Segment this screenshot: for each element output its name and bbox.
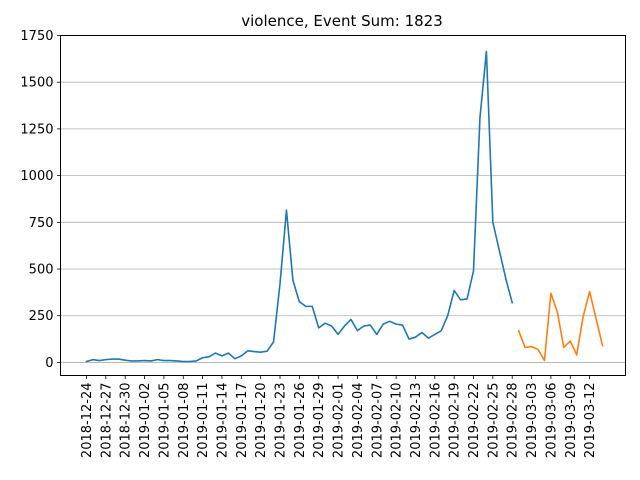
x-tick-label: 2018-12-24 bbox=[80, 383, 95, 459]
x-tick-label: 2019-01-26 bbox=[293, 383, 308, 459]
x-tick-label: 2019-01-23 bbox=[274, 383, 289, 459]
x-tick-label: 2019-02-10 bbox=[390, 383, 405, 459]
x-tick-label: 2019-01-02 bbox=[138, 383, 153, 459]
y-tick-label: 250 bbox=[29, 309, 54, 324]
chart-title: violence, Event Sum: 1823 bbox=[241, 12, 443, 30]
series-lines bbox=[85, 50, 604, 363]
y-tick-label: 1000 bbox=[20, 169, 53, 184]
x-tick-label: 2019-03-06 bbox=[544, 383, 559, 459]
x-tick-label: 2019-02-04 bbox=[351, 383, 366, 459]
x-tick-label: 2019-01-20 bbox=[254, 383, 269, 459]
x-tick-label: 2019-03-09 bbox=[564, 383, 579, 459]
y-tick-label: 0 bbox=[45, 356, 53, 371]
x-tick-label: 2019-01-11 bbox=[196, 383, 211, 459]
x-tick-label: 2019-01-05 bbox=[157, 383, 172, 459]
x-tick-label: 2019-01-29 bbox=[312, 383, 327, 459]
y-tick-label: 1750 bbox=[20, 29, 53, 44]
x-tick-label: 2018-12-30 bbox=[119, 383, 134, 459]
y-tick-label: 1500 bbox=[20, 76, 53, 91]
y-axis: 0 250 500 750 1000 1250 1500 1750 bbox=[20, 29, 61, 371]
x-tick-label: 2019-02-22 bbox=[467, 383, 482, 459]
x-tick-label: 2019-02-01 bbox=[332, 383, 347, 459]
series-line-2 bbox=[517, 290, 604, 362]
x-tick-label: 2018-12-27 bbox=[99, 383, 114, 459]
x-tick-label: 2019-01-08 bbox=[177, 383, 192, 459]
x-tick-label: 2019-02-16 bbox=[428, 383, 443, 459]
x-tick-label: 2019-03-12 bbox=[583, 383, 598, 459]
y-tick-label: 750 bbox=[29, 216, 54, 231]
x-tick-label: 2019-01-14 bbox=[215, 383, 230, 459]
x-tick-label: 2019-02-25 bbox=[486, 383, 501, 459]
y-tick-label: 1250 bbox=[20, 122, 53, 137]
x-tick-label: 2019-02-13 bbox=[409, 383, 424, 459]
x-axis: 2018-12-24 2018-12-27 2018-12-30 2019-01-02… bbox=[80, 375, 598, 459]
x-tick-label: 2019-03-03 bbox=[525, 383, 540, 459]
y-tick-label: 500 bbox=[29, 263, 54, 278]
series-line-1 bbox=[85, 50, 514, 363]
x-tick-label: 2019-02-28 bbox=[506, 383, 521, 459]
x-tick-label: 2019-02-07 bbox=[370, 383, 385, 459]
x-tick-label: 2019-02-19 bbox=[448, 383, 463, 459]
x-tick-label: 2019-01-17 bbox=[235, 383, 250, 459]
plot-frame bbox=[60, 35, 626, 376]
